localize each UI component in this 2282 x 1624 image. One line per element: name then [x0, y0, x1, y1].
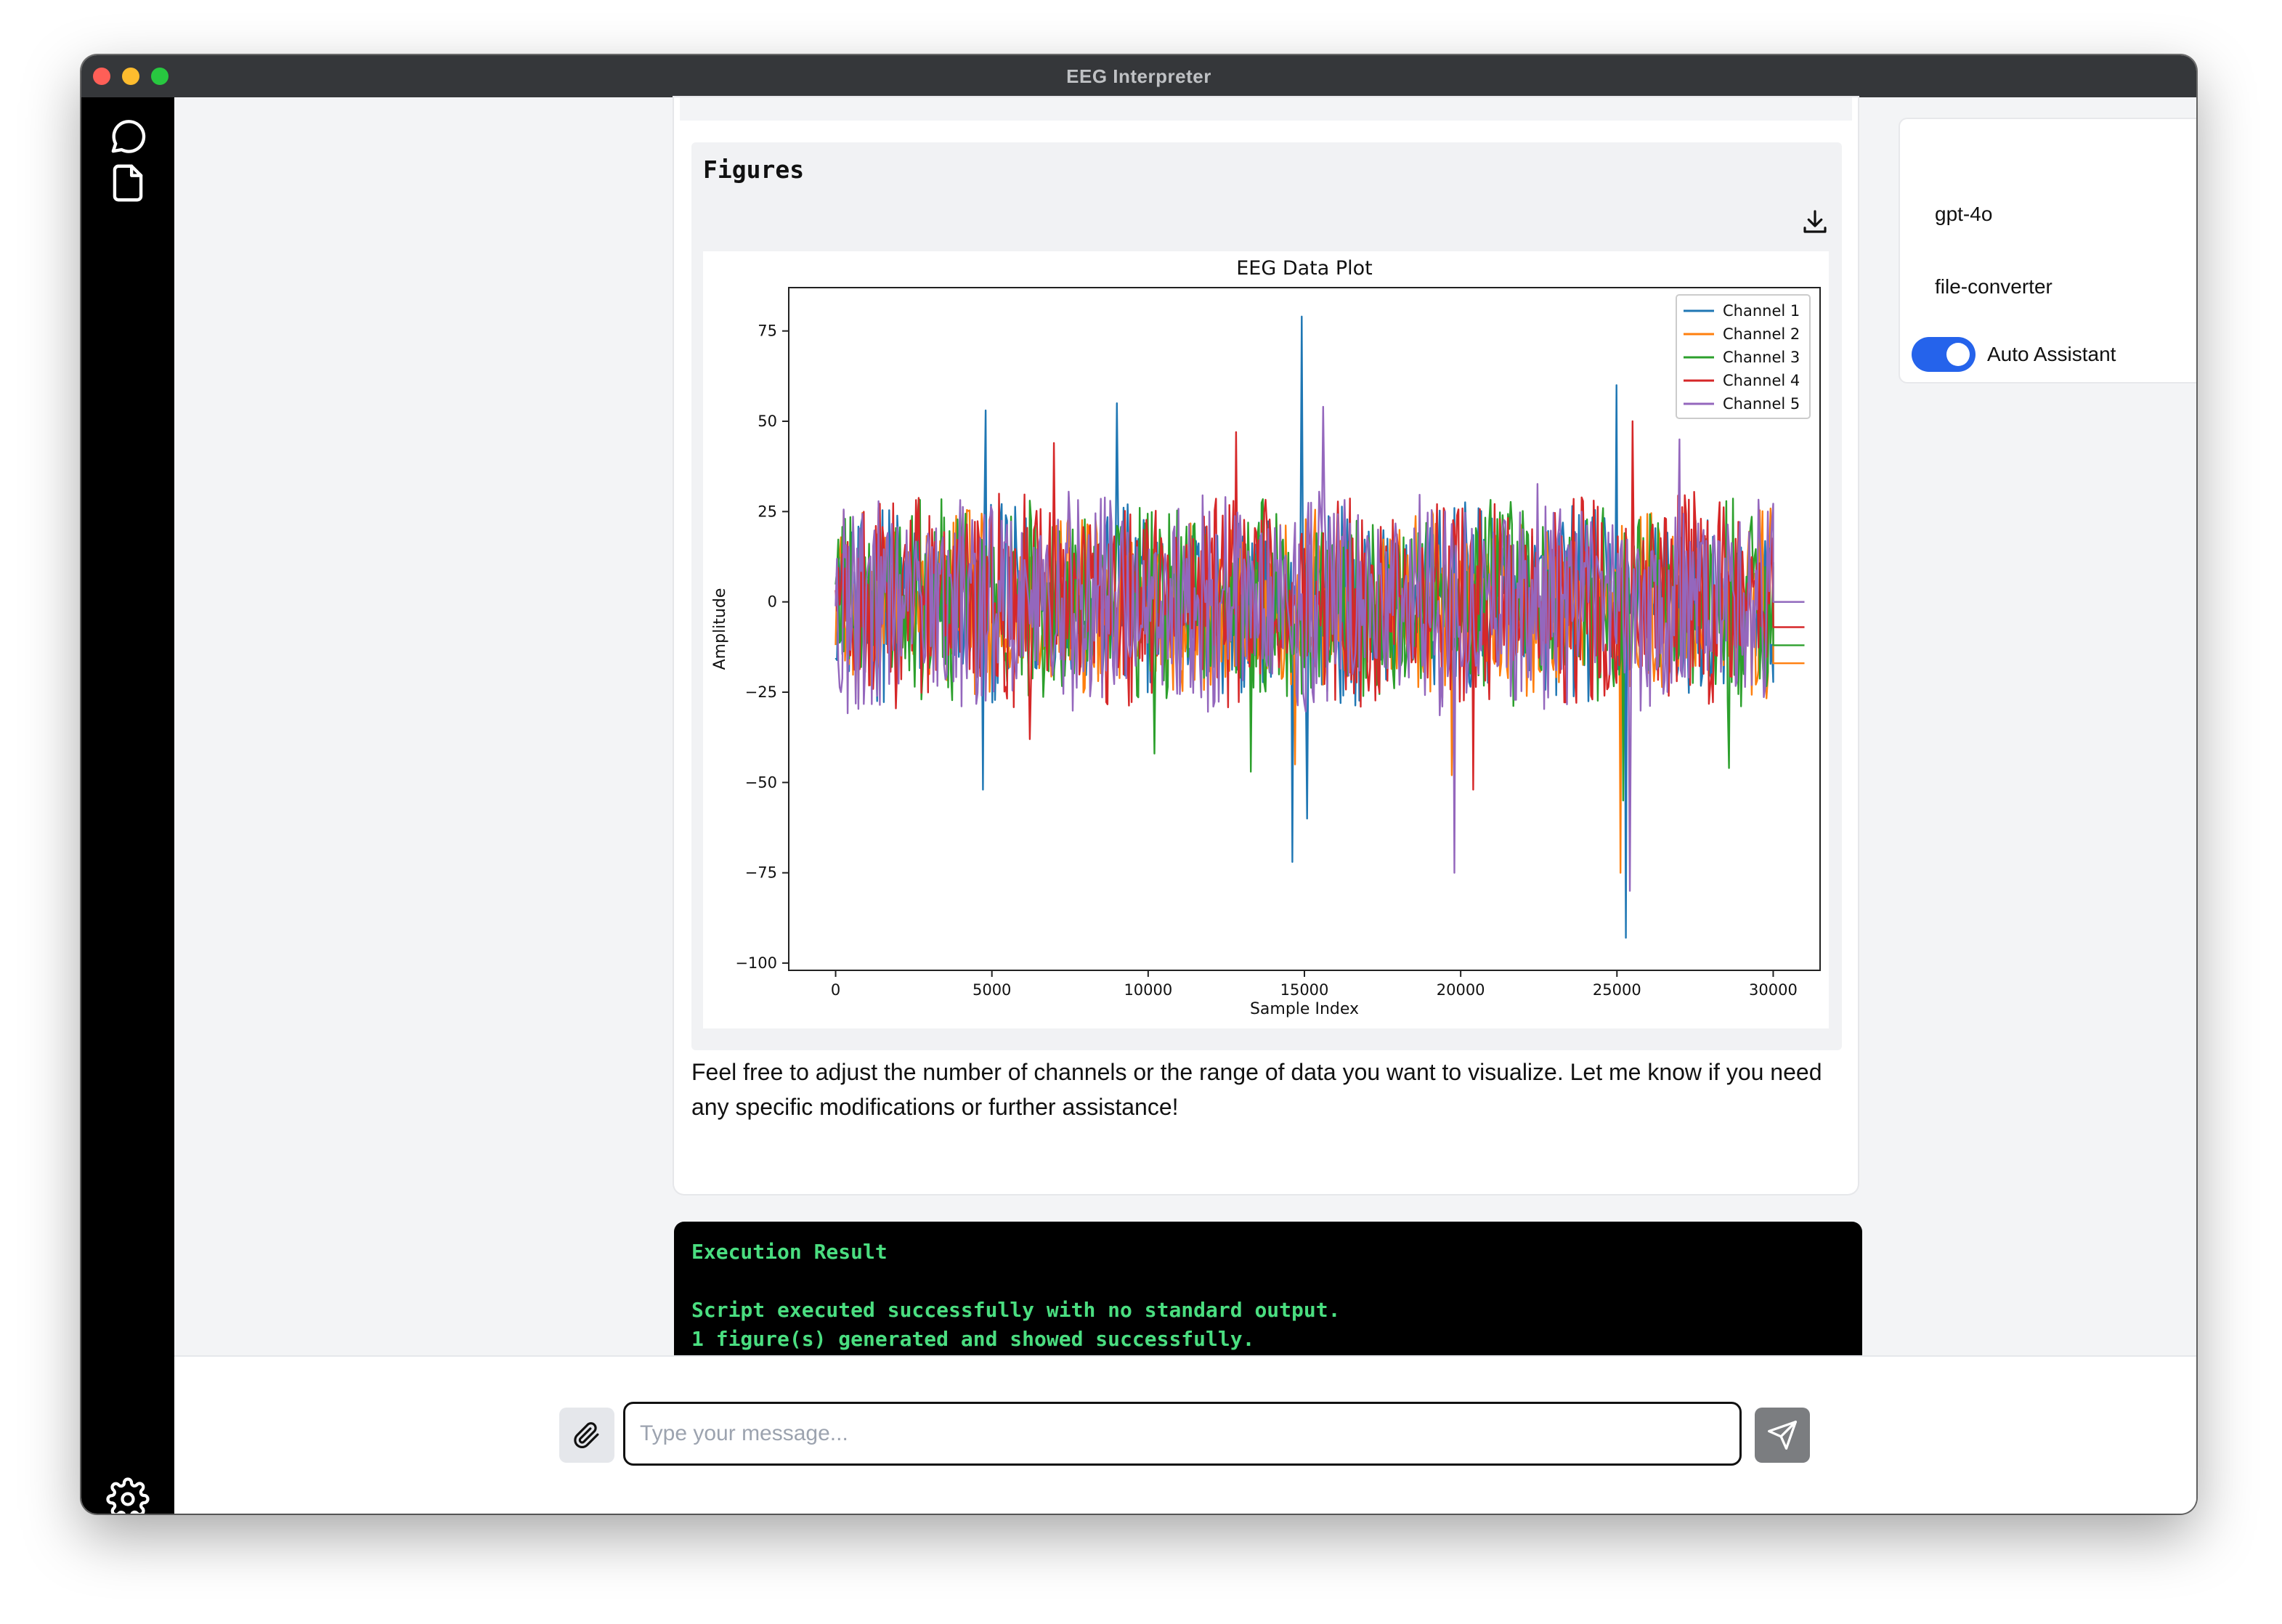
execution-result: Execution Result Script executed success…	[674, 1222, 1862, 1371]
send-icon	[1768, 1421, 1797, 1450]
x-axis-label: Sample Index	[1250, 1000, 1359, 1018]
attach-file-button[interactable]	[559, 1408, 614, 1463]
main-area: Figures EEG Data Plot 0 5000 10000 15000 2000…	[174, 97, 2196, 1514]
zoom-window-button[interactable]	[151, 68, 168, 85]
close-window-button[interactable]	[93, 68, 110, 85]
sidebar	[81, 97, 174, 1514]
chart-title: EEG Data Plot	[1236, 257, 1373, 280]
model-select[interactable]: gpt-4o	[1935, 196, 2196, 232]
legend-box	[1676, 294, 1811, 419]
y-tick-label: −75	[745, 864, 777, 882]
legend-entry: Channel 5	[1723, 395, 1800, 413]
assistant-select[interactable]: file-converter	[1935, 269, 2196, 305]
figures-section: Figures EEG Data Plot 0 5000 10000 15000 2000…	[691, 142, 1842, 1050]
auto-assistant-toggle[interactable]	[1912, 337, 1976, 372]
sidebar-item-files[interactable]	[102, 157, 154, 209]
gear-icon	[106, 1477, 150, 1514]
y-tick-label: −50	[745, 774, 777, 791]
y-tick-label: 0	[768, 593, 777, 611]
document-icon	[113, 164, 143, 202]
y-tick-label: −25	[745, 683, 777, 701]
y-tick-label: 75	[758, 322, 777, 340]
execution-title: Execution Result	[691, 1240, 888, 1264]
download-figure-button[interactable]	[1795, 202, 1835, 241]
x-tick-label: 5000	[973, 981, 1011, 999]
figures-title: Figures	[703, 155, 805, 184]
toggle-knob	[1946, 343, 1970, 366]
legend-entry: Channel 2	[1723, 325, 1800, 343]
app-window: EEG Interpreter Figures	[81, 55, 2196, 1514]
execution-line: Script executed successfully with no sta…	[691, 1298, 1341, 1322]
x-tick-label: 25000	[1593, 981, 1641, 999]
sidebar-item-settings[interactable]	[102, 1473, 154, 1514]
eeg-line-chart: EEG Data Plot 0 5000 10000 15000 20000 25000 30…	[711, 257, 1821, 1018]
x-tick-label: 20000	[1437, 981, 1485, 999]
figure-image: EEG Data Plot 0 5000 10000 15000 20000 25000 30…	[703, 251, 1829, 1028]
window-controls	[93, 68, 168, 85]
x-tick-label: 30000	[1749, 981, 1798, 999]
plot-area	[835, 315, 1805, 939]
settings-panel: gpt-4o file-converter Auto Assistant	[1900, 119, 2196, 382]
auto-assistant-row: Auto Assistant	[1912, 337, 2116, 372]
download-icon	[1803, 210, 1827, 233]
x-tick-label: 0	[831, 981, 840, 999]
assistant-select-value: file-converter	[1935, 275, 2052, 298]
execution-line: 1 figure(s) generated and showed success…	[691, 1327, 1255, 1351]
minimize-window-button[interactable]	[122, 68, 139, 85]
sidebar-item-chat[interactable]	[102, 110, 154, 163]
paperclip-icon	[574, 1422, 599, 1449]
assistant-message: Figures EEG Data Plot 0 5000 10000 15000 2000…	[674, 97, 1858, 1194]
window-title: EEG Interpreter	[1066, 65, 1211, 87]
y-axis-label: Amplitude	[711, 588, 729, 670]
message-top-strip	[680, 97, 1852, 121]
model-select-value: gpt-4o	[1935, 203, 1993, 225]
message-text: Feel free to adjust the number of channe…	[691, 1059, 1822, 1120]
legend-entry: Channel 4	[1723, 372, 1800, 389]
series-line-5	[835, 405, 1805, 892]
chat-bubble-icon	[111, 120, 146, 153]
x-tick-label: 15000	[1280, 981, 1329, 999]
y-tick-label: 25	[758, 503, 777, 520]
legend-entry: Channel 1	[1723, 302, 1800, 320]
message-input[interactable]	[623, 1402, 1742, 1466]
composer-bar	[174, 1355, 2196, 1514]
title-bar: EEG Interpreter	[81, 55, 2196, 97]
y-tick-label: −100	[735, 954, 777, 972]
legend-entry: Channel 3	[1723, 349, 1800, 366]
x-tick-label: 10000	[1124, 981, 1172, 999]
y-tick-label: 50	[758, 413, 777, 430]
send-button[interactable]	[1755, 1408, 1810, 1463]
auto-assistant-label: Auto Assistant	[1987, 343, 2116, 365]
